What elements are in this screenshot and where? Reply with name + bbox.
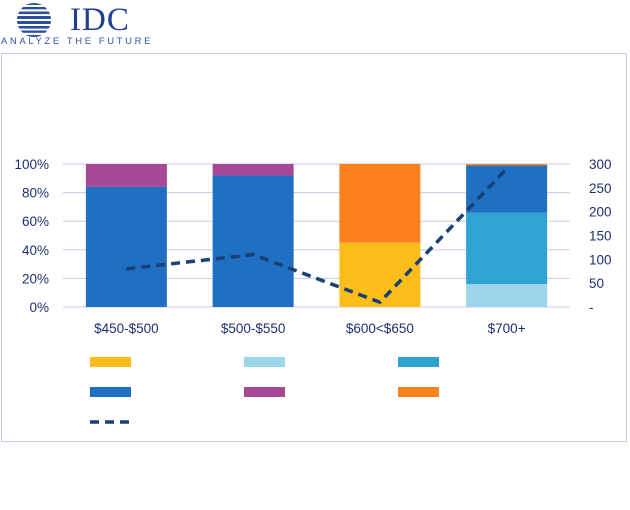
axis-ticks: 0% 20% 40% 60% 80% 100% - 50 100 150 200 250 300 $450… bbox=[14, 157, 611, 336]
bar-segment bbox=[466, 165, 548, 213]
logo-tagline: ANALYZE THE FUTURE bbox=[1, 36, 154, 47]
bar-segment bbox=[466, 164, 548, 166]
chart-panel bbox=[1, 53, 627, 442]
y-right-tick-label: 300 bbox=[589, 157, 612, 172]
y-left-tick-label: 40% bbox=[22, 243, 49, 258]
bar-segment bbox=[466, 212, 548, 285]
x-category-label: $450-$500 bbox=[94, 321, 159, 336]
idc-logo: IDC ANALYZE THE FUTURE bbox=[0, 0, 160, 50]
bar-segment bbox=[85, 186, 167, 307]
y-right-tick-label: 250 bbox=[589, 181, 612, 196]
y-left-tick-label: 60% bbox=[22, 214, 49, 229]
line-path bbox=[126, 167, 508, 305]
bar-segment bbox=[339, 164, 421, 243]
legend-swatch bbox=[90, 357, 131, 367]
y-left-tick-label: 100% bbox=[14, 157, 49, 172]
bar-segment bbox=[85, 164, 167, 187]
bar-segment bbox=[212, 164, 294, 176]
legend-swatch bbox=[398, 357, 439, 367]
idc-globe-icon bbox=[17, 3, 51, 37]
y-left-tick-label: 0% bbox=[29, 300, 49, 315]
y-right-tick-label: 200 bbox=[589, 205, 612, 220]
line-series bbox=[126, 167, 508, 305]
bar-segment bbox=[466, 284, 548, 307]
y-left-tick-label: 80% bbox=[22, 186, 49, 201]
bar-segment bbox=[212, 175, 294, 307]
legend-swatch bbox=[398, 387, 439, 397]
y-right-tick-label: - bbox=[589, 300, 594, 315]
y-right-tick-label: 100 bbox=[589, 252, 612, 267]
x-category-label: $500-$550 bbox=[221, 321, 286, 336]
legend-swatch bbox=[90, 387, 131, 397]
x-category-label: $700+ bbox=[488, 321, 526, 336]
legend bbox=[90, 357, 439, 424]
y-right-tick-label: 150 bbox=[589, 229, 612, 244]
bar-stacks bbox=[85, 164, 548, 307]
logo-wordmark: IDC bbox=[70, 2, 130, 38]
y-right-tick-label: 50 bbox=[589, 276, 604, 291]
x-category-label: $600<$650 bbox=[346, 321, 414, 336]
legend-swatch bbox=[244, 357, 285, 367]
y-left-tick-label: 20% bbox=[22, 271, 49, 286]
legend-swatch bbox=[244, 387, 285, 397]
